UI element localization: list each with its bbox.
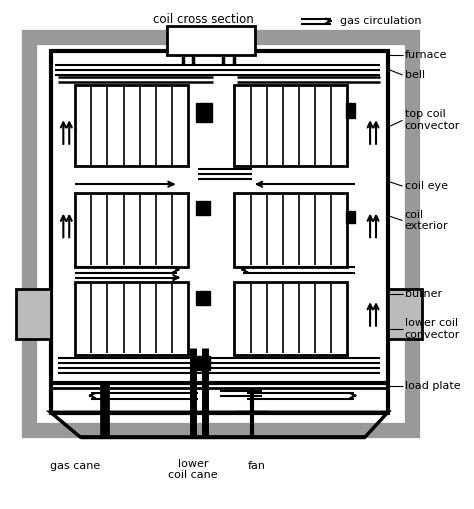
Bar [196, 291, 210, 305]
Bar [29, 37, 412, 430]
Bar [235, 281, 347, 355]
Text: furnace: furnace [404, 50, 447, 61]
Text: load plate: load plate [404, 381, 460, 391]
Bar [166, 26, 255, 55]
Text: bell: bell [404, 70, 425, 80]
Text: gas cane: gas cane [50, 462, 100, 471]
Bar [235, 85, 347, 166]
Text: coil
exterior: coil exterior [404, 210, 448, 232]
Bar [16, 290, 51, 338]
Bar [388, 290, 422, 338]
Bar [196, 356, 210, 370]
Text: coil cross section: coil cross section [153, 13, 253, 25]
Bar [51, 51, 388, 413]
Bar [346, 211, 356, 222]
Text: top coil
convector: top coil convector [404, 109, 460, 131]
Text: gas circulation: gas circulation [340, 16, 421, 26]
Bar [196, 201, 210, 215]
Bar [196, 103, 212, 122]
Text: lower coil
convector: lower coil convector [404, 318, 460, 340]
Bar [75, 193, 188, 267]
Bar [75, 281, 188, 355]
Text: fan: fan [248, 462, 266, 471]
Bar [346, 103, 356, 118]
Bar [235, 193, 347, 267]
Bar [75, 85, 188, 166]
Text: coil eye: coil eye [404, 181, 447, 191]
Text: lower
coil cane: lower coil cane [168, 459, 218, 480]
Text: burner: burner [404, 289, 442, 299]
